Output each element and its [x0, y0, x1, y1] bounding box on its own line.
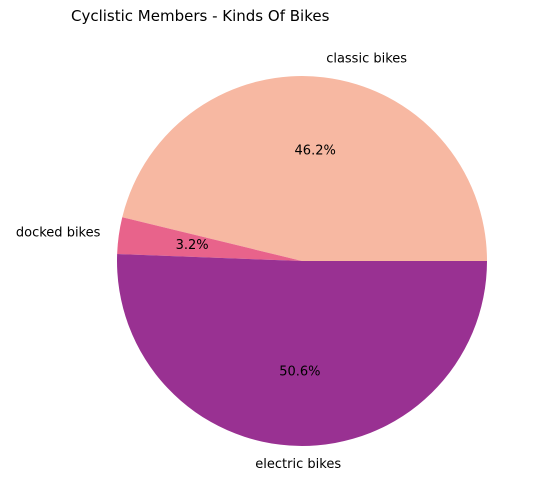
pie-slices	[117, 76, 488, 446]
slice-label-0: classic bikes	[326, 51, 407, 66]
pie-labels: classic bikes 46.2% docked bikes 3.2% electr…	[16, 51, 407, 472]
slice-pct-label-0: 46.2%	[295, 143, 336, 158]
pie-slice-docked-bikes	[117, 217, 302, 261]
pie-slice-classic-bikes	[122, 76, 487, 261]
slice-label-1: docked bikes	[16, 226, 101, 241]
slice-label-2: electric bikes	[255, 457, 341, 472]
slice-pct-label-2: 50.6%	[279, 365, 320, 380]
slice-pct-label-1: 3.2%	[176, 238, 209, 253]
chart-title: Cyclistic Members - Kinds Of Bikes	[71, 7, 330, 25]
pie-slice-electric-bikes	[117, 254, 488, 446]
